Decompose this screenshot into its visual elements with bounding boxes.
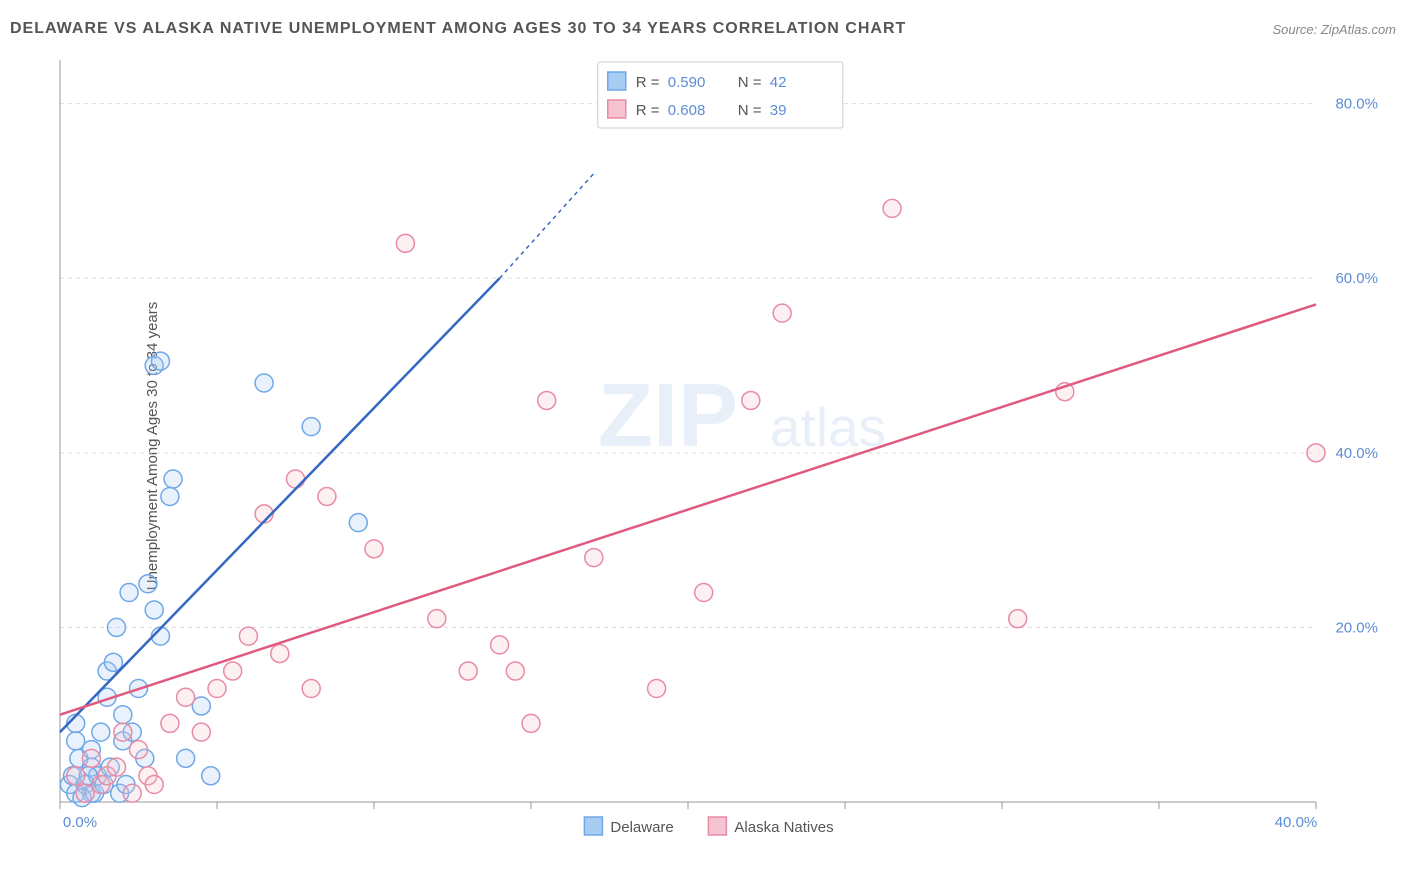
data-point [120, 583, 138, 601]
svg-text:ZIP: ZIP [598, 366, 738, 466]
legend-swatch [608, 100, 626, 118]
data-point [271, 645, 289, 663]
data-point [1009, 610, 1027, 628]
data-point [145, 776, 163, 794]
x-tick-label: 40.0% [1275, 814, 1318, 831]
y-tick-label: 60.0% [1335, 270, 1378, 287]
legend-swatch [584, 817, 602, 835]
data-point [428, 610, 446, 628]
data-point [151, 352, 169, 370]
data-point [82, 749, 100, 767]
data-point [491, 636, 509, 654]
data-point [108, 758, 126, 776]
chart-area: ZIP atlas 20.0% 40.0% 60.0% 80.0% 0.0% 40.0% R =… [50, 50, 1386, 842]
chart-header: DELAWARE VS ALASKA NATIVE UNEMPLOYMENT A… [10, 20, 1396, 38]
legend-series-label: Delaware [610, 819, 673, 836]
legend-n-label: N = [738, 74, 762, 91]
legend-r-label: R = [636, 74, 660, 91]
data-point [883, 199, 901, 217]
data-point [224, 662, 242, 680]
data-point [114, 706, 132, 724]
data-point [773, 304, 791, 322]
data-point [695, 583, 713, 601]
data-point [255, 374, 273, 392]
data-point [177, 749, 195, 767]
legend-n-value: 42 [770, 74, 787, 91]
legend-r-label: R = [636, 102, 660, 119]
legend-n-label: N = [738, 102, 762, 119]
data-point [349, 514, 367, 532]
legend-swatch [608, 72, 626, 90]
correlation-legend [598, 62, 843, 128]
data-point [139, 575, 157, 593]
data-point [164, 470, 182, 488]
legend-n-value: 39 [770, 102, 787, 119]
data-point [67, 732, 85, 750]
data-point [742, 391, 760, 409]
data-point [108, 618, 126, 636]
data-point [145, 601, 163, 619]
data-point [92, 723, 110, 741]
data-point [177, 688, 195, 706]
chart-source: Source: ZipAtlas.com [1272, 22, 1396, 37]
data-point [202, 767, 220, 785]
trend-line [60, 278, 500, 732]
data-point [67, 767, 85, 785]
data-point [506, 662, 524, 680]
y-tick-label: 20.0% [1335, 619, 1378, 636]
legend-r-value: 0.608 [668, 102, 706, 119]
data-point [161, 487, 179, 505]
data-point [302, 418, 320, 436]
trend-line-extension [500, 173, 594, 278]
data-point [104, 653, 122, 671]
chart-title: DELAWARE VS ALASKA NATIVE UNEMPLOYMENT A… [10, 20, 906, 38]
scatter-chart: ZIP atlas 20.0% 40.0% 60.0% 80.0% 0.0% 40.0% R =… [50, 50, 1386, 842]
data-point [192, 723, 210, 741]
data-point [396, 234, 414, 252]
data-point [287, 470, 305, 488]
legend-swatch [708, 817, 726, 835]
data-point [208, 680, 226, 698]
data-point [1307, 444, 1325, 462]
legend-series-label: Alaska Natives [734, 819, 833, 836]
data-point [365, 540, 383, 558]
data-point [318, 487, 336, 505]
legend-r-value: 0.590 [668, 74, 706, 91]
data-point [302, 680, 320, 698]
data-point [538, 391, 556, 409]
x-tick-label: 0.0% [63, 814, 97, 831]
svg-text:atlas: atlas [770, 396, 886, 458]
data-point [239, 627, 257, 645]
data-point [585, 549, 603, 567]
data-point [114, 723, 132, 741]
data-point [161, 714, 179, 732]
y-tick-label: 40.0% [1335, 445, 1378, 462]
data-point [648, 680, 666, 698]
data-point [123, 784, 141, 802]
y-tick-label: 80.0% [1335, 96, 1378, 113]
data-point [459, 662, 477, 680]
data-point [130, 741, 148, 759]
data-point [522, 714, 540, 732]
